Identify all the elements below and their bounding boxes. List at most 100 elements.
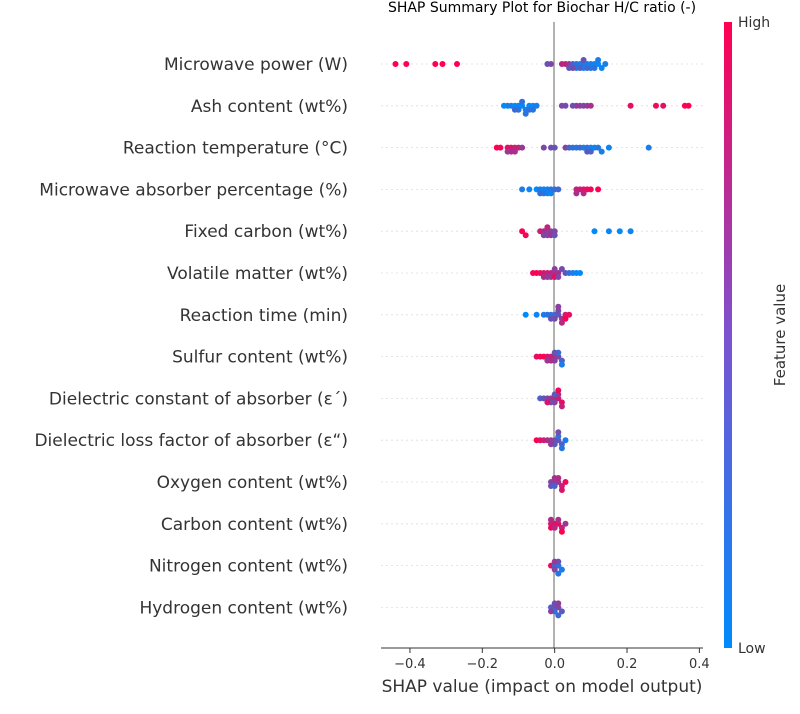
shap-point [551, 475, 558, 481]
colorbar-label: Feature value [771, 284, 789, 386]
shap-point [504, 148, 511, 155]
shap-point [511, 148, 518, 155]
shap-point [605, 228, 612, 235]
shap-point [562, 437, 569, 444]
shap-point [558, 608, 565, 615]
shap-point [616, 228, 623, 235]
shap-point [591, 65, 598, 71]
shap-point [569, 65, 576, 71]
feature-label: Dielectric loss factor of absorber (ε“) [34, 431, 348, 451]
feature-labels: Microwave power (W) Ash content (wt%) Reac… [34, 55, 348, 618]
shap-point [540, 274, 547, 280]
x-axis-label: SHAP value (impact on model output) [382, 677, 703, 697]
x-tick-label: 0.0 [544, 657, 565, 672]
shap-points [392, 57, 692, 619]
shap-point [555, 570, 562, 577]
x-tick-label: 0.2 [617, 657, 638, 672]
shap-point [526, 186, 533, 193]
shap-point [555, 303, 562, 310]
shap-point [519, 228, 526, 235]
shap-point [555, 612, 562, 619]
shap-point [587, 148, 594, 155]
shap-point [627, 228, 634, 235]
feature-label: Fixed carbon (wt%) [184, 222, 348, 242]
shap-point [562, 520, 569, 527]
shap-point [558, 445, 565, 452]
shap-point [551, 266, 558, 272]
feature-label: Volatile matter (wt%) [167, 264, 348, 284]
shap-point [562, 102, 569, 109]
x-axis-ticks: −0.4 −0.2 0.0 0.2 0.4 [394, 648, 710, 672]
shap-point [439, 61, 446, 67]
x-tick-label: 0.4 [689, 657, 710, 672]
shap-point [544, 399, 551, 406]
shap-point [591, 228, 598, 235]
shap-point [551, 600, 558, 607]
shap-point [587, 186, 594, 193]
shap-point [605, 144, 612, 151]
shap-point [551, 349, 558, 356]
shap-point [551, 144, 558, 151]
shap-point [403, 61, 410, 67]
feature-label: Dielectric constant of absorber (ε´) [49, 389, 348, 409]
feature-label: Sulfur content (wt%) [172, 348, 348, 368]
shap-point [530, 106, 536, 113]
shap-point [645, 144, 652, 151]
x-tick-label: −0.4 [394, 657, 426, 672]
shap-point [580, 57, 587, 63]
shap-point [558, 266, 565, 272]
shap-point [555, 429, 562, 436]
feature-label: Nitrogen content (wt%) [149, 557, 348, 577]
shap-point [533, 311, 540, 318]
shap-point [595, 57, 602, 63]
shap-point [551, 232, 558, 239]
colorbar-high-label: High [738, 15, 770, 31]
shap-point [562, 315, 569, 322]
shap-point [522, 232, 529, 239]
shap-point [660, 102, 667, 109]
shap-point [548, 441, 554, 448]
shap-point [555, 387, 562, 394]
shap-point [540, 144, 547, 151]
shap-point [558, 403, 565, 410]
feature-label: Reaction time (min) [180, 306, 348, 326]
shap-point [551, 391, 558, 398]
shap-point [562, 479, 569, 485]
shap-point [555, 274, 562, 280]
colorbar-low-label: Low [738, 641, 766, 657]
shap-point [653, 102, 659, 109]
shap-point [540, 232, 547, 239]
feature-label: Carbon content (wt%) [161, 515, 348, 535]
feature-label: Reaction temperature (°C) [123, 139, 348, 159]
shap-point [558, 361, 565, 368]
shap-point [519, 186, 526, 193]
shap-point [454, 61, 460, 67]
shap-point [522, 311, 529, 318]
colorbar [724, 22, 732, 648]
shap-point [511, 106, 518, 113]
shap-point [685, 102, 692, 109]
shap-point [551, 566, 558, 573]
shap-point [573, 190, 580, 197]
feature-label: Ash content (wt%) [191, 97, 348, 117]
shap-point [595, 186, 602, 193]
shap-point [558, 319, 565, 326]
chart-title: SHAP Summary Plot for Biochar H/C ratio … [388, 0, 696, 16]
shap-point [551, 483, 558, 489]
shap-point [598, 65, 605, 71]
shap-point [432, 61, 439, 67]
feature-label: Hydrogen content (wt%) [139, 598, 348, 618]
x-tick-label: −0.2 [467, 657, 499, 672]
shap-point [587, 102, 594, 109]
shap-point [566, 311, 573, 318]
shap-point [558, 487, 565, 493]
shap-point [569, 102, 576, 109]
shap-point [555, 516, 562, 523]
shap-point [558, 528, 565, 535]
shap-point [558, 566, 565, 573]
shap-point [580, 190, 587, 197]
feature-label: Microwave absorber percentage (%) [39, 180, 348, 200]
shap-point [551, 524, 558, 531]
shap-point [497, 144, 504, 151]
